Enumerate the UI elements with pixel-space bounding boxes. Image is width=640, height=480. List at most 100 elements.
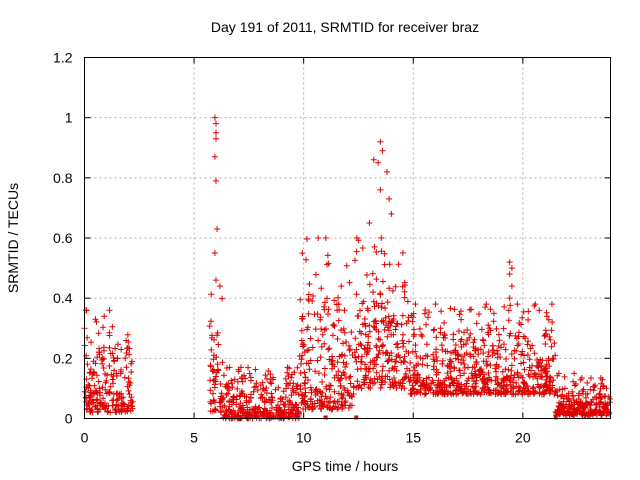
- data-point: [344, 387, 351, 394]
- data-point: [434, 382, 441, 389]
- data-point: [424, 314, 431, 321]
- data-point: [587, 386, 594, 393]
- data-point: [207, 387, 214, 394]
- data-point: [460, 341, 467, 348]
- data-point: [106, 307, 113, 314]
- data-point: [506, 295, 513, 302]
- data-point: [370, 323, 377, 330]
- data-point: [112, 409, 119, 416]
- data-point: [217, 380, 224, 387]
- data-point: [370, 156, 377, 163]
- data-point: [95, 330, 102, 337]
- data-point: [226, 403, 233, 410]
- data-point: [335, 390, 342, 397]
- data-point: [503, 389, 510, 396]
- data-point: [283, 380, 290, 387]
- data-point: [579, 411, 586, 418]
- data-point: [402, 374, 409, 381]
- data-point: [432, 349, 439, 356]
- data-point: [548, 301, 555, 308]
- data-point: [301, 348, 308, 355]
- data-point: [384, 333, 391, 340]
- data-point: [348, 329, 355, 336]
- data-point: [444, 370, 451, 377]
- data-point: [416, 325, 423, 332]
- data-point: [334, 335, 341, 342]
- data-point: [407, 359, 414, 366]
- data-point: [284, 369, 291, 376]
- data-point: [506, 271, 513, 278]
- data-point: [310, 293, 317, 300]
- data-point: [378, 304, 385, 311]
- data-point: [493, 325, 500, 332]
- data-point: [125, 338, 132, 345]
- data-point: [211, 381, 218, 388]
- data-point: [494, 381, 501, 388]
- data-point: [353, 248, 360, 255]
- data-point: [457, 338, 464, 345]
- data-point: [470, 388, 477, 395]
- data-point: [379, 278, 386, 285]
- data-point: [375, 302, 382, 309]
- data-point: [415, 388, 422, 395]
- data-point: [411, 331, 418, 338]
- data-point: [213, 135, 219, 142]
- data-point: [479, 375, 486, 382]
- data-point: [342, 363, 349, 370]
- data-point: [457, 372, 464, 379]
- data-point: [370, 298, 377, 305]
- data-point: [463, 383, 470, 390]
- data-point: [452, 355, 459, 362]
- data-point: [421, 385, 428, 392]
- data-point: [211, 114, 218, 121]
- data-point: [525, 371, 532, 378]
- data-point: [379, 300, 386, 307]
- data-point: [294, 381, 301, 388]
- data-point: [530, 374, 537, 381]
- data-point: [104, 372, 111, 379]
- data-point: [456, 311, 463, 318]
- data-point: [580, 386, 587, 393]
- data-point: [516, 319, 523, 326]
- data-point: [419, 361, 426, 368]
- data-point: [355, 312, 362, 319]
- data-point: [599, 376, 606, 383]
- data-point: [521, 352, 528, 359]
- data-point: [548, 327, 555, 334]
- data-point: [371, 243, 378, 250]
- data-point: [525, 316, 532, 323]
- data-point: [101, 313, 108, 320]
- data-point: [365, 384, 372, 391]
- data-point: [261, 399, 268, 406]
- data-point: [541, 332, 548, 339]
- data-point: [299, 343, 306, 350]
- data-point: [220, 394, 227, 401]
- data-point: [561, 373, 568, 380]
- data-point: [265, 396, 272, 403]
- data-point: [307, 396, 314, 403]
- data-point: [102, 405, 109, 412]
- data-point: [440, 388, 447, 395]
- data-point: [391, 363, 398, 370]
- data-point: [92, 403, 99, 410]
- data-point: [566, 412, 573, 419]
- data-point: [335, 301, 342, 308]
- data-point: [212, 407, 219, 414]
- data-point: [100, 365, 107, 372]
- data-point: [382, 350, 389, 357]
- data-point: [234, 385, 241, 392]
- data-point: [250, 388, 257, 395]
- data-point: [556, 403, 563, 410]
- data-point: [353, 346, 360, 353]
- data-point: [487, 306, 494, 313]
- data-point: [554, 392, 561, 399]
- data-point: [334, 359, 341, 366]
- data-point: [458, 316, 465, 323]
- data-point: [118, 366, 125, 373]
- data-point: [207, 377, 214, 384]
- data-point: [438, 308, 445, 315]
- data-point: [86, 394, 93, 401]
- data-point: [99, 355, 106, 362]
- data-point: [316, 397, 323, 404]
- data-point: [499, 368, 506, 375]
